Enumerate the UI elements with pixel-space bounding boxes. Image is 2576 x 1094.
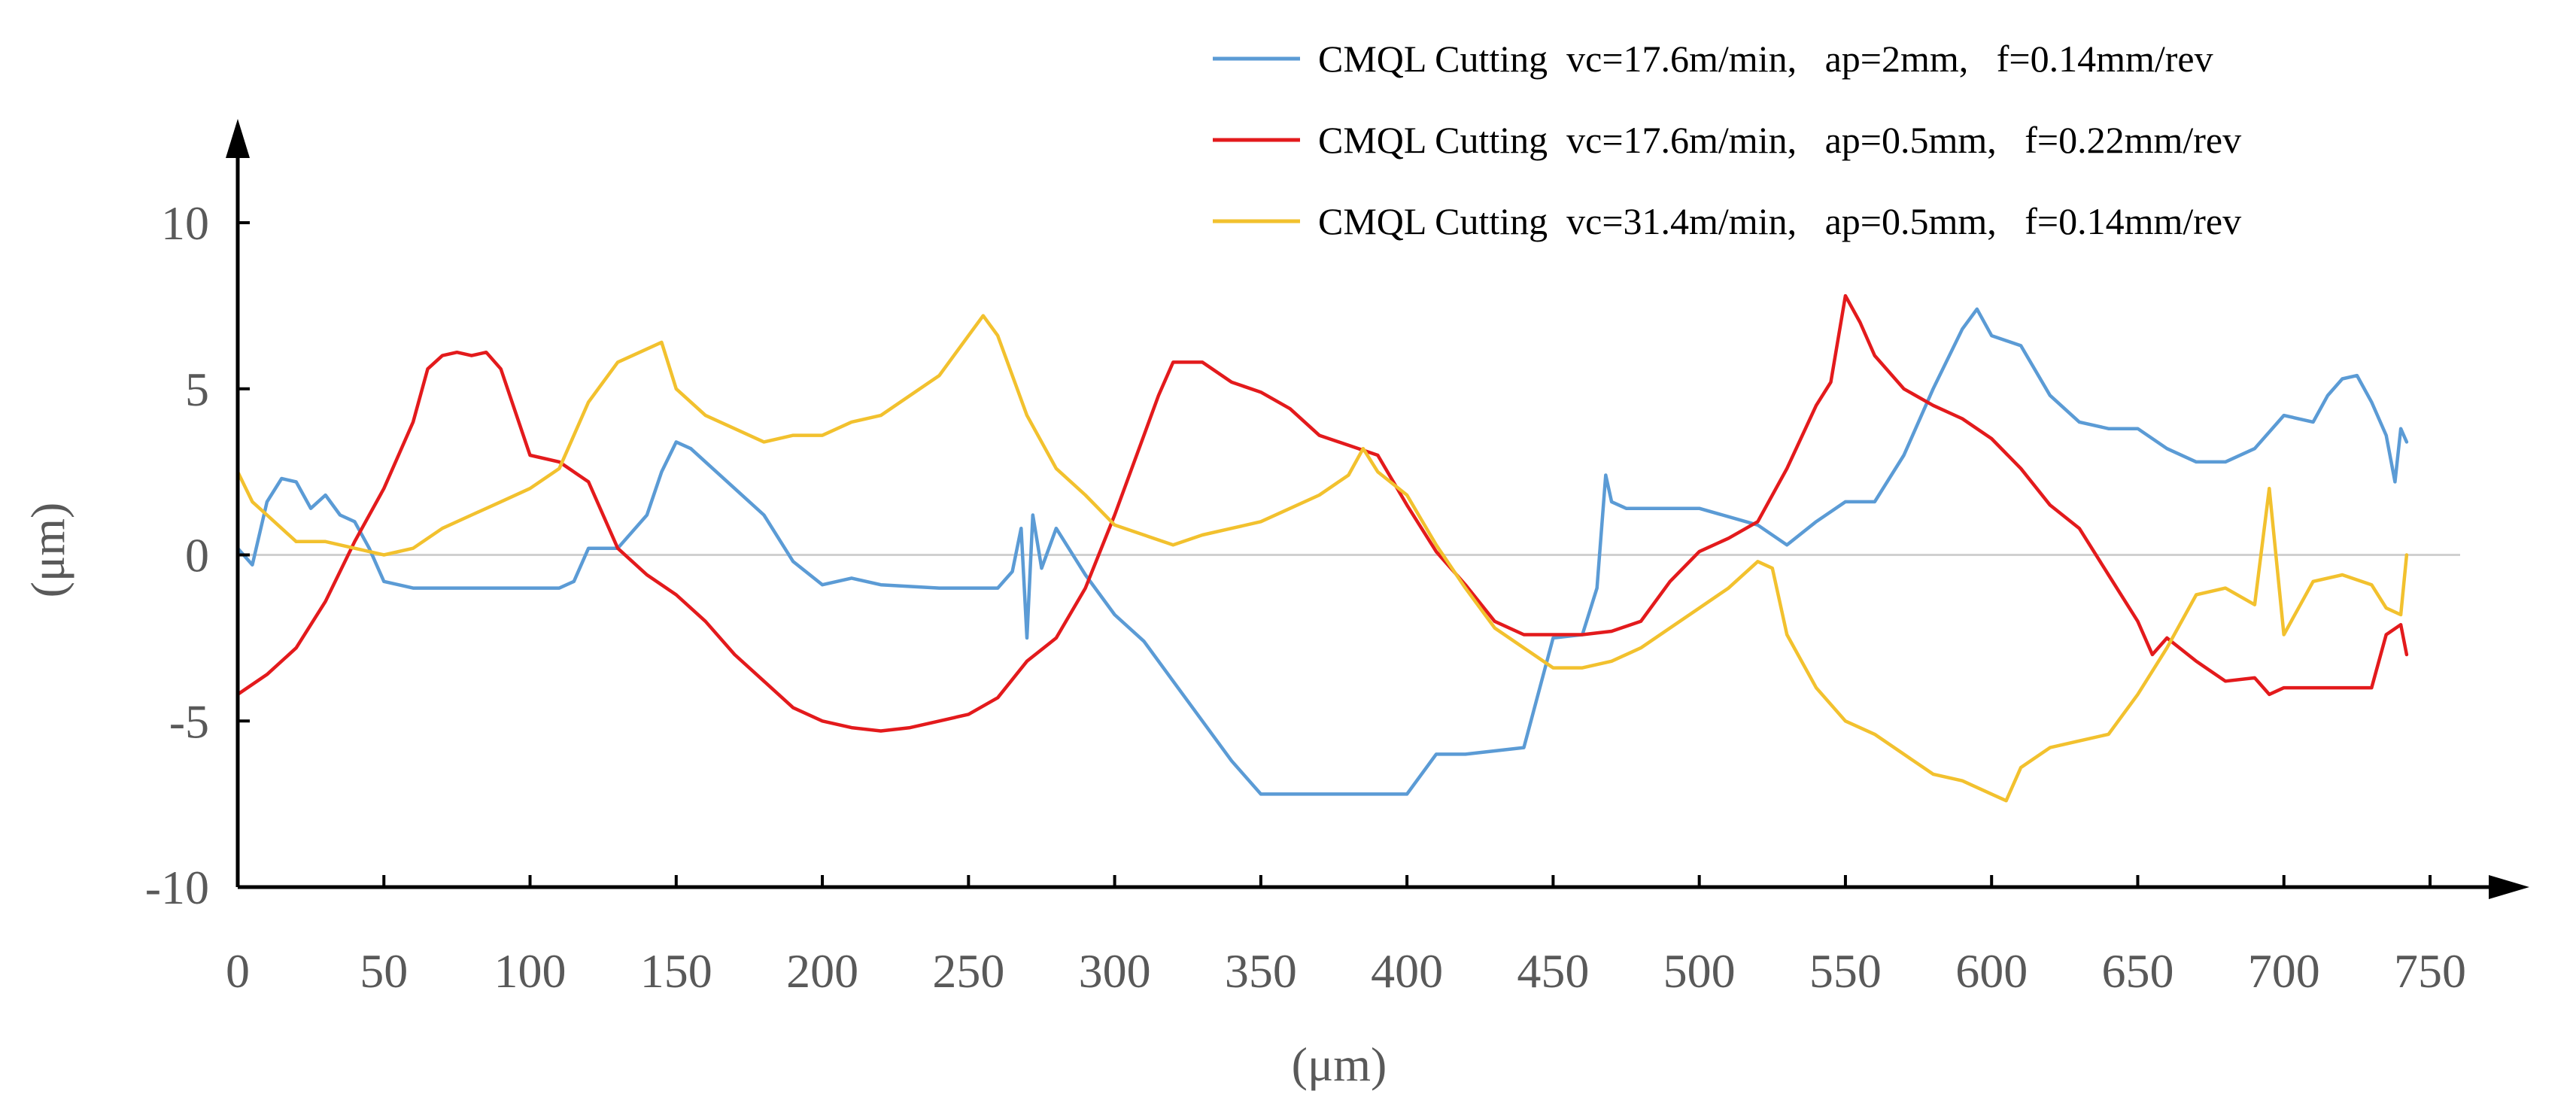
y-tick-label: 10 [161, 196, 209, 250]
x-tick-label: 250 [932, 944, 1004, 998]
x-tick-label: 700 [2248, 944, 2320, 998]
series-line-2 [235, 293, 2409, 733]
x-tick-label: 50 [360, 944, 408, 998]
y-tick-label: -10 [145, 861, 209, 914]
y-axis-arrow [226, 119, 250, 158]
legend-label-3: CMQL Cutting vc=31.4m/min, ap=0.5mm, f=0… [1318, 200, 2241, 242]
x-tick-label: 200 [786, 944, 858, 998]
x-tick-label: 400 [1371, 944, 1443, 998]
series-line-3 [235, 314, 2409, 803]
x-tick-label: 600 [1955, 944, 2028, 998]
x-tick-label: 100 [494, 944, 567, 998]
y-tick-label: -5 [169, 694, 209, 748]
x-tick-label: 550 [1809, 944, 1882, 998]
x-axis-arrow [2489, 875, 2529, 899]
x-tick-label: 650 [2101, 944, 2174, 998]
x-tick-label: 750 [2394, 944, 2466, 998]
x-tick-label: 350 [1225, 944, 1297, 998]
y-tick-label: 5 [185, 363, 209, 416]
x-tick-label: 150 [640, 944, 712, 998]
legend-label-1: CMQL Cutting vc=17.6m/min, ap=2mm, f=0.1… [1318, 38, 2213, 80]
y-tick-label: 0 [185, 529, 209, 582]
x-tick-label: 0 [226, 944, 250, 998]
legend-label-2: CMQL Cutting vc=17.6m/min, ap=0.5mm, f=0… [1318, 119, 2241, 161]
x-tick-label: 300 [1079, 944, 1151, 998]
x-tick-label: 500 [1663, 944, 1736, 998]
legend: CMQL Cutting vc=17.6m/min, ap=2mm, f=0.1… [1213, 38, 2241, 242]
series-line-1 [235, 307, 2409, 796]
x-tick-label: 450 [1517, 944, 1589, 998]
y-axis-title: (μm) [21, 503, 74, 598]
x-axis-title: (μm) [1292, 1038, 1387, 1091]
